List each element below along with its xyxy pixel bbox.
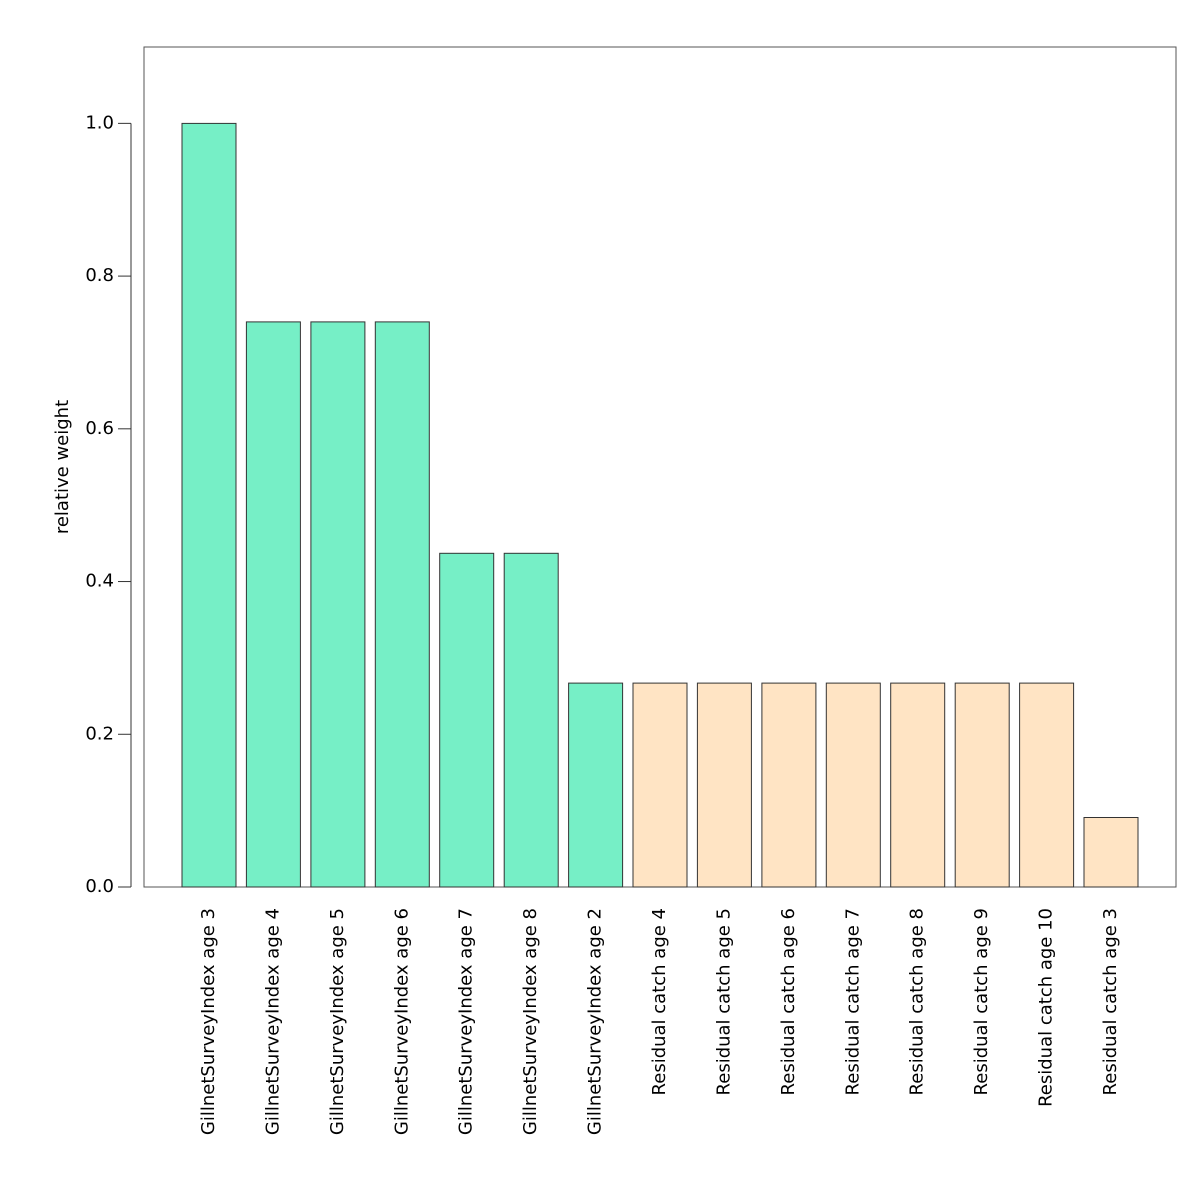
- x-category-label: Residual catch age 8: [907, 908, 928, 1095]
- y-tick-label: 0.6: [85, 418, 114, 439]
- y-axis: 0.0 0.2 0.4 0.6 0.8 1.0: [85, 112, 132, 897]
- bar: [632, 682, 688, 888]
- bar: [696, 682, 752, 888]
- bar: [1019, 682, 1075, 888]
- bar: [439, 552, 495, 888]
- bar: [310, 321, 366, 888]
- y-axis-label: relative weight: [52, 400, 73, 534]
- bar: [568, 682, 624, 888]
- y-tick-label: 0.8: [85, 265, 114, 286]
- x-axis-labels: GillnetSurveyIndex age 3 GillnetSurveyInd…: [198, 908, 1121, 1135]
- bar: [374, 321, 430, 888]
- x-category-label: Residual catch age 4: [649, 908, 670, 1095]
- bar: [245, 321, 301, 888]
- x-category-label: GillnetSurveyIndex age 6: [391, 908, 412, 1135]
- x-category-label: Residual catch age 6: [778, 908, 799, 1095]
- x-category-label: Residual catch age 9: [971, 908, 992, 1095]
- x-category-label: GillnetSurveyIndex age 7: [456, 908, 477, 1135]
- x-category-label: GillnetSurveyIndex age 4: [262, 908, 283, 1135]
- y-tick-label: 0.0: [85, 876, 114, 897]
- y-tick-label: 1.0: [85, 112, 114, 133]
- x-category-label: Residual catch age 10: [1036, 908, 1057, 1107]
- x-category-label: Residual catch age 7: [842, 908, 863, 1095]
- x-category-label: GillnetSurveyIndex age 3: [198, 908, 219, 1135]
- bar: [503, 552, 559, 888]
- x-category-label: Residual catch age 5: [713, 908, 734, 1095]
- bar: [761, 682, 817, 888]
- bar: [954, 682, 1010, 888]
- x-category-label: GillnetSurveyIndex age 5: [327, 908, 348, 1135]
- x-category-label: GillnetSurveyIndex age 8: [520, 908, 541, 1135]
- bars: [181, 122, 1139, 888]
- bar: [1083, 817, 1139, 888]
- bar: [890, 682, 946, 888]
- y-tick-label: 0.2: [85, 723, 114, 744]
- bar: [181, 122, 237, 888]
- x-category-label: Residual catch age 3: [1100, 908, 1121, 1095]
- bar: [825, 682, 881, 888]
- y-tick-label: 0.4: [85, 571, 114, 592]
- x-category-label: GillnetSurveyIndex age 2: [585, 908, 606, 1135]
